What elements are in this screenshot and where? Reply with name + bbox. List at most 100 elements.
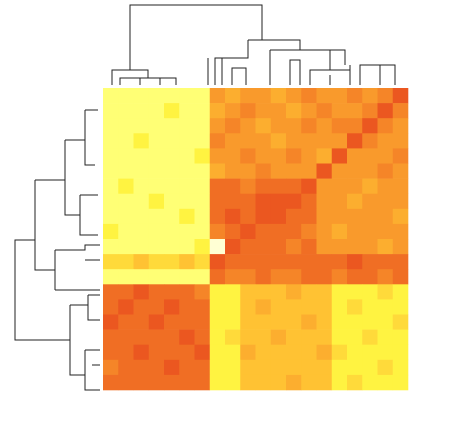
cell: [286, 374, 302, 391]
cell: [133, 148, 150, 164]
cell: [209, 314, 226, 330]
cell: [362, 359, 378, 376]
cell: [118, 208, 134, 225]
cell: [392, 148, 409, 164]
cell: [347, 239, 363, 255]
cell: [377, 374, 394, 391]
cell: [270, 208, 287, 225]
cell: [377, 269, 394, 285]
cell: [148, 118, 165, 134]
cell: [118, 344, 134, 361]
cell: [347, 374, 363, 391]
cell: [103, 239, 119, 255]
cell: [240, 178, 256, 194]
cell: [194, 163, 211, 179]
cell: [179, 239, 195, 255]
cell: [301, 88, 317, 104]
cell: [392, 239, 409, 255]
cell: [255, 223, 272, 240]
cell: [316, 178, 333, 194]
cell: [148, 208, 165, 225]
cell: [301, 118, 317, 134]
cell: [316, 88, 333, 104]
cell: [164, 344, 180, 361]
cell: [331, 223, 348, 240]
cell: [255, 88, 272, 104]
cell: [194, 88, 211, 104]
cell: [331, 148, 348, 164]
cell: [392, 329, 409, 345]
cell: [194, 269, 211, 285]
cell: [209, 163, 226, 179]
cell: [286, 148, 302, 164]
cell: [209, 193, 226, 210]
cell: [164, 299, 180, 315]
cell: [301, 133, 317, 149]
cell: [179, 314, 195, 330]
cell: [286, 193, 302, 210]
cell: [286, 118, 302, 134]
cell: [194, 178, 211, 194]
cell: [209, 223, 226, 240]
cell: [240, 314, 256, 330]
cell: [331, 359, 348, 376]
cell: [301, 329, 317, 345]
cell: [331, 103, 348, 119]
cell: [316, 148, 333, 164]
cell: [255, 193, 272, 210]
cell: [286, 314, 302, 330]
cell: [377, 329, 394, 345]
cell: [377, 163, 394, 179]
cell: [255, 133, 272, 149]
cell: [164, 163, 180, 179]
cell: [347, 118, 363, 134]
cell: [118, 133, 134, 149]
cell: [331, 299, 348, 315]
cell: [270, 374, 287, 391]
cell: [377, 239, 394, 255]
cell: [103, 344, 119, 361]
cell: [118, 374, 134, 391]
cell: [316, 269, 333, 285]
cell: [118, 269, 134, 285]
cell: [362, 148, 378, 164]
row-dendrogram: [14, 109, 100, 391]
cell: [194, 314, 211, 330]
cell: [286, 344, 302, 361]
cell: [118, 103, 134, 119]
cell: [286, 329, 302, 345]
cell: [286, 239, 302, 255]
cell: [331, 88, 348, 104]
cell: [164, 239, 180, 255]
cell: [392, 284, 409, 300]
cell: [148, 193, 165, 210]
cell: [286, 299, 302, 315]
cell: [255, 269, 272, 285]
cell: [270, 254, 287, 270]
cell: [316, 103, 333, 119]
cell: [225, 118, 241, 134]
cell: [347, 299, 363, 315]
cell: [133, 344, 150, 361]
cell: [270, 239, 287, 255]
cell: [362, 284, 378, 300]
cell: [179, 359, 195, 376]
cell: [164, 88, 180, 104]
cell: [240, 299, 256, 315]
cell: [301, 284, 317, 300]
cell: [240, 208, 256, 225]
cell: [103, 208, 119, 225]
cell: [164, 178, 180, 194]
cell: [103, 329, 119, 345]
cell: [255, 374, 272, 391]
cell: [194, 148, 211, 164]
cell: [103, 374, 119, 391]
cell: [347, 254, 363, 270]
cell: [225, 133, 241, 149]
cell: [209, 359, 226, 376]
cell: [133, 269, 150, 285]
cell: [103, 148, 119, 164]
cell: [148, 163, 165, 179]
cell: [103, 163, 119, 179]
cell: [240, 239, 256, 255]
